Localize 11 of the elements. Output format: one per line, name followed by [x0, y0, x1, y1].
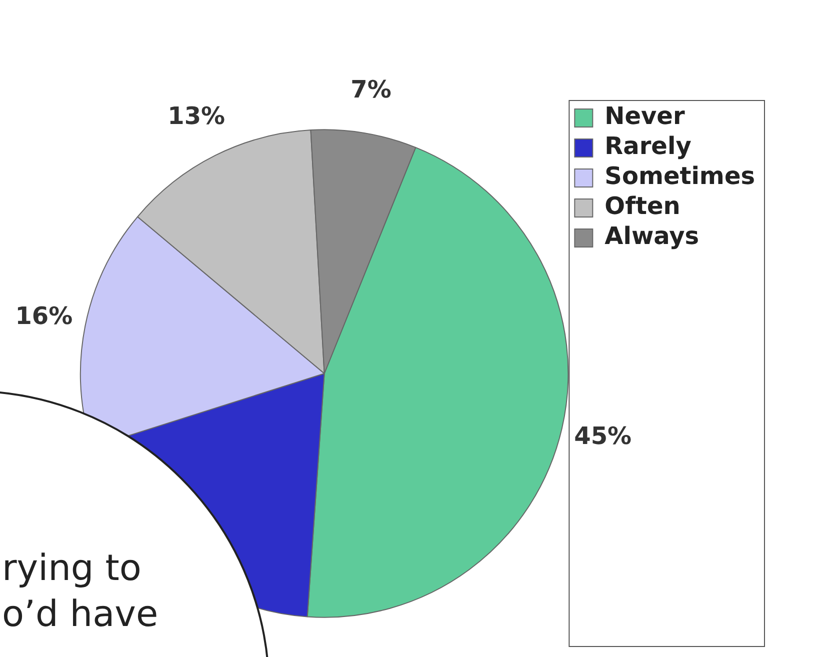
- data-label: 45%: [574, 422, 632, 450]
- legend-label: Often: [604, 192, 680, 220]
- text: rying to: [2, 548, 142, 589]
- text: o’d have: [2, 594, 158, 635]
- legend-label: Rarely: [604, 132, 692, 160]
- legend-label: Sometimes: [604, 162, 755, 190]
- legend-label: Never: [604, 102, 685, 130]
- data-label: 13%: [168, 102, 226, 130]
- data-label: 16%: [15, 302, 73, 330]
- data-label: 7%: [350, 76, 392, 104]
- legend-label: Always: [604, 222, 700, 250]
